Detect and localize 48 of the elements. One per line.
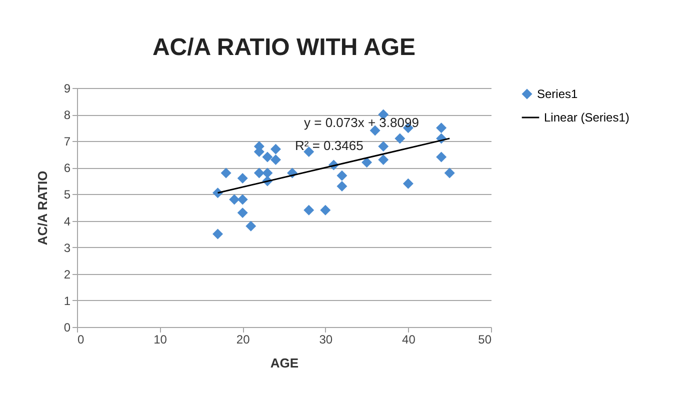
point	[444, 168, 455, 178]
annotation: R² = 0.3465	[295, 138, 364, 153]
legend-label: Series1	[537, 87, 578, 101]
point	[270, 144, 281, 154]
point	[229, 194, 240, 205]
point	[362, 157, 372, 168]
chart-title: AC/A RATIO WITH AGE	[152, 34, 416, 61]
y-tick-label: 7	[64, 134, 71, 149]
y-tick-label: 3	[64, 240, 71, 255]
x-tick-label: 50	[478, 332, 492, 346]
point	[320, 204, 331, 216]
annotation: y = 0.073x + 3.8099	[304, 115, 419, 130]
point	[270, 154, 281, 165]
y-tick-label: 0	[64, 320, 71, 334]
point	[212, 228, 224, 240]
x-tick-label: 20	[236, 332, 250, 346]
point	[262, 152, 273, 162]
point	[436, 152, 447, 162]
point	[336, 170, 348, 181]
point	[370, 125, 380, 136]
point	[262, 168, 273, 178]
x-tick-label: 40	[402, 332, 416, 346]
x-tick-label: 0	[78, 332, 84, 346]
y-tick-label: 2	[64, 267, 71, 282]
point	[394, 133, 406, 144]
y-tick-label: 9	[64, 82, 71, 96]
legend-label: Linear (Series1)	[544, 110, 630, 124]
x-axis-title: AGE	[270, 356, 299, 370]
point	[436, 122, 447, 134]
y-tick-label: 1	[64, 294, 71, 308]
y-tick-label: 6	[64, 161, 71, 176]
point	[237, 173, 248, 184]
point	[254, 168, 264, 178]
y-tick-label: 5	[64, 188, 71, 202]
point	[402, 178, 414, 189]
point	[220, 168, 232, 178]
point	[237, 194, 248, 205]
x-tick-label: 10	[154, 332, 168, 346]
y-tick-label: 8	[64, 108, 71, 122]
x-tick-label: 30	[319, 332, 333, 346]
point	[378, 141, 389, 152]
point	[336, 181, 348, 192]
y-tick-label: 4	[64, 214, 71, 228]
point	[237, 208, 248, 218]
point	[304, 204, 314, 216]
y-axis-title: AC/A RATIO	[34, 170, 50, 246]
point	[246, 220, 256, 232]
point	[378, 154, 389, 165]
